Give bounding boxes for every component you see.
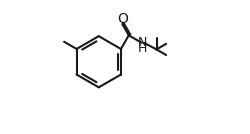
Text: O: O (117, 12, 128, 26)
Text: N: N (138, 36, 147, 49)
Text: H: H (138, 42, 147, 55)
